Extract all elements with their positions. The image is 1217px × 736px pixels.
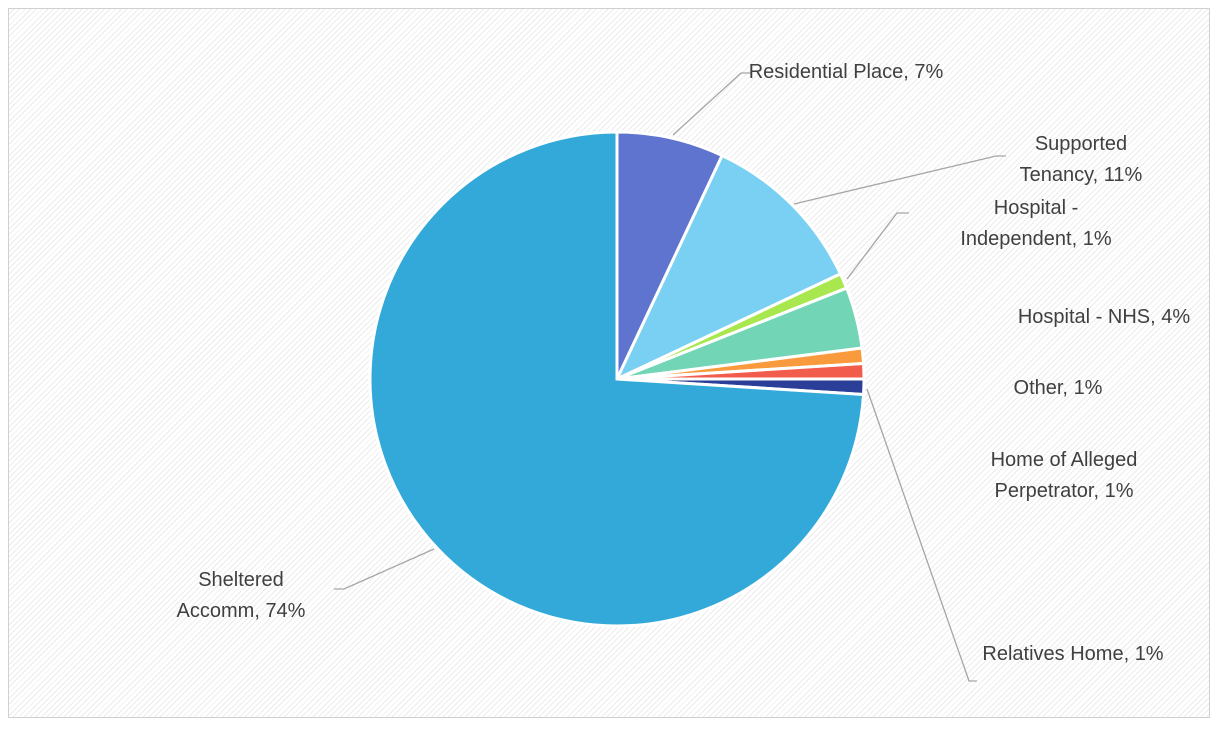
pie-slice (368, 130, 866, 628)
value-label: 74% (265, 600, 306, 622)
pie-chart (334, 72, 1006, 682)
data-label: Supported Tenancy, 11% (1006, 129, 1156, 191)
leader-line (866, 388, 977, 682)
value-label: 1% (1082, 228, 1112, 250)
data-label: Hospital - Independent, 1% (946, 193, 1126, 255)
category-label: Hospital - Independent, (960, 197, 1079, 250)
value-label: 1% (1104, 480, 1134, 502)
category-label: Relatives Home, (982, 643, 1130, 665)
category-label: Hospital - NHS, (1017, 306, 1156, 328)
data-label: Sheltered Accomm, 74% (161, 565, 321, 627)
leader-line (846, 212, 909, 280)
data-label: Residential Place, 7% (731, 57, 961, 88)
data-label: Home of Alleged Perpetrator, 1% (969, 445, 1159, 507)
data-label: Relatives Home, 1% (978, 639, 1168, 670)
category-label: Residential Place, (748, 61, 909, 83)
category-label: Home of Alleged Perpetrator, (990, 449, 1138, 502)
leader-line (793, 155, 1006, 205)
value-label: 1% (1073, 377, 1103, 399)
value-label: 11% (1103, 164, 1143, 186)
leader-line (672, 72, 751, 136)
pie-slice (615, 130, 725, 380)
value-label: 1% (1134, 643, 1164, 665)
category-label: Sheltered Accomm, (176, 569, 284, 622)
category-label: Other, (1013, 377, 1068, 399)
chart: Residential Place, 7% Supported Tenancy, … (8, 8, 1210, 718)
data-label: Other, 1% (958, 373, 1158, 404)
leader-line (334, 548, 435, 590)
value-label: 7% (914, 61, 944, 83)
value-label: 4% (1161, 306, 1191, 328)
category-label: Supported Tenancy, (1019, 133, 1128, 186)
pie-slice (613, 153, 843, 383)
data-label: Hospital - NHS, 4% (984, 302, 1209, 333)
